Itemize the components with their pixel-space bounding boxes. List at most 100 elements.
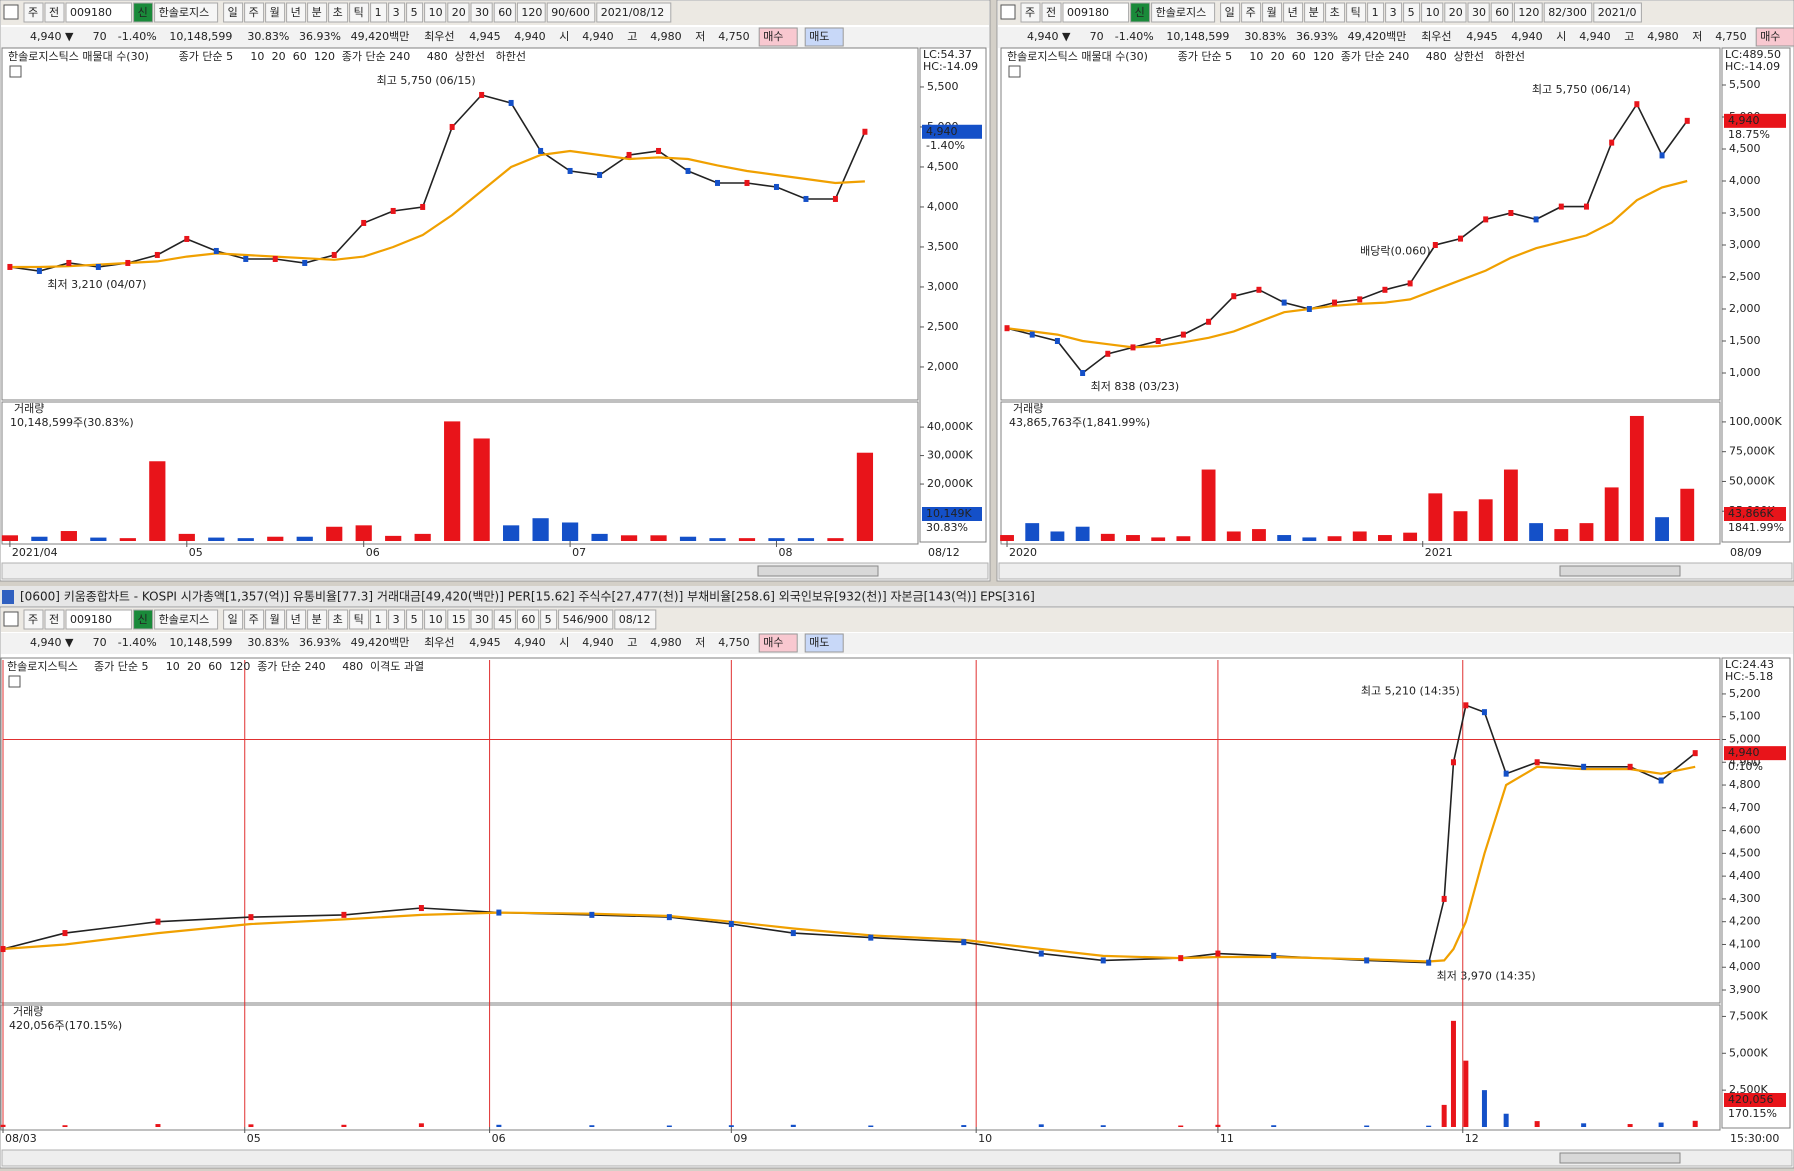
toolbar-label[interactable]: 초 (333, 6, 343, 19)
toolbar-button[interactable] (1367, 2, 1385, 23)
toolbar-label[interactable]: 3 (393, 613, 400, 626)
toolbar-label[interactable]: 년 (291, 6, 301, 19)
toolbar-label[interactable]: 분 (312, 613, 322, 626)
toolbar-label[interactable]: 주 (1246, 6, 1256, 19)
toolbar-label[interactable]: 월 (270, 6, 280, 19)
toolbar-label[interactable]: 틱 (354, 613, 364, 626)
toolbar-button[interactable] (133, 609, 154, 630)
toolbar-label[interactable]: 1 (375, 6, 382, 19)
buy-button[interactable] (1755, 27, 1794, 47)
toolbar-label[interactable]: 일 (1225, 5, 1235, 19)
toolbar-label[interactable]: 5 (1408, 6, 1415, 19)
toolbar-label[interactable]: 주 (249, 6, 259, 19)
toolbar-label[interactable]: 20 (452, 6, 466, 19)
toolbar-button[interactable] (424, 2, 447, 23)
indicator-icon[interactable] (8, 675, 21, 688)
indicator-icon[interactable] (9, 65, 22, 78)
toolbar-button[interactable] (1403, 2, 1421, 23)
toolbar-button[interactable] (1262, 2, 1283, 23)
toolbar-button[interactable] (406, 609, 424, 630)
toolbar-button[interactable] (1593, 2, 1642, 23)
scroll-bar[interactable] (1, 562, 989, 580)
toolbar-label[interactable]: 월 (1267, 6, 1277, 19)
toolbar-button[interactable] (65, 609, 133, 630)
toolbar-button[interactable] (470, 2, 493, 23)
toolbar-button[interactable] (286, 2, 307, 23)
toolbar-label[interactable]: 3 (1390, 6, 1397, 19)
toolbar-label[interactable]: 주 (28, 613, 38, 626)
toolbar-label[interactable]: 일 (228, 5, 238, 19)
toolbar-button[interactable] (1467, 2, 1490, 23)
toolbar-button[interactable] (1041, 2, 1062, 23)
toolbar-label[interactable]: 초 (333, 613, 343, 626)
toolbar-label[interactable]: 분 (312, 6, 322, 19)
toolbar-button[interactable] (1444, 2, 1467, 23)
sell-button[interactable] (804, 633, 844, 653)
toolbar-label[interactable]: 60 (498, 6, 512, 19)
toolbar-label[interactable]: 009180 (70, 6, 112, 19)
toolbar-label[interactable]: 5 (545, 613, 552, 626)
toolbar-label[interactable]: 2021/08/12 (601, 6, 664, 19)
toolbar-label[interactable]: 전 (49, 6, 59, 19)
toolbar-button[interactable] (1020, 2, 1041, 23)
toolbar-label[interactable]: 분 (1309, 6, 1319, 19)
toolbar-button[interactable] (349, 2, 370, 23)
toolbar-button[interactable] (470, 609, 493, 630)
toolbar-button[interactable] (1220, 2, 1241, 23)
toolbar-label[interactable]: 주 (1025, 6, 1035, 19)
toolbar-button[interactable] (1062, 2, 1130, 23)
toolbar-button[interactable] (328, 609, 349, 630)
toolbar-label[interactable]: 90/600 (551, 6, 590, 19)
scroll-thumb[interactable] (1559, 565, 1681, 577)
toolbar-button[interactable] (244, 609, 265, 630)
toolbar-label[interactable]: 한솔로지스 (159, 6, 210, 19)
toolbar-label[interactable]: 틱 (1351, 6, 1361, 19)
toolbar-label[interactable]: 60 (1495, 6, 1509, 19)
toolbar-label[interactable]: 5 (411, 613, 418, 626)
toolbar-label[interactable]: 20 (1449, 6, 1463, 19)
scroll-thumb[interactable] (757, 565, 879, 577)
toolbar-label[interactable]: 신 (138, 6, 148, 19)
toolbar-button[interactable] (265, 609, 286, 630)
sell-button[interactable] (804, 27, 844, 47)
toolbar-label[interactable]: 5 (411, 6, 418, 19)
toolbar-button[interactable] (516, 2, 546, 23)
toolbar-button[interactable] (540, 609, 558, 630)
toolbar-button[interactable] (307, 2, 328, 23)
toolbar-button[interactable] (447, 2, 470, 23)
indicator-icon[interactable] (1008, 65, 1021, 78)
toolbar-button[interactable] (44, 609, 65, 630)
menu-icon[interactable] (3, 4, 19, 20)
toolbar-label[interactable]: 45 (498, 613, 512, 626)
toolbar-button[interactable] (23, 609, 44, 630)
menu-icon[interactable] (3, 611, 19, 627)
info-text[interactable]: 매수 (763, 636, 783, 649)
toolbar-button[interactable] (596, 2, 672, 23)
toolbar-button[interactable] (388, 2, 406, 23)
toolbar-button[interactable] (1543, 2, 1593, 23)
toolbar-button[interactable] (1304, 2, 1325, 23)
toolbar-button[interactable] (1385, 2, 1403, 23)
toolbar-button[interactable] (154, 2, 219, 23)
toolbar-label[interactable]: 10 (1426, 6, 1440, 19)
menu-icon[interactable] (1000, 4, 1016, 20)
toolbar-label[interactable]: 신 (1135, 6, 1145, 19)
toolbar-button[interactable] (1151, 2, 1216, 23)
toolbar-button[interactable] (154, 609, 219, 630)
toolbar-label[interactable]: 3 (393, 6, 400, 19)
toolbar-button[interactable] (223, 609, 244, 630)
toolbar-button[interactable] (370, 609, 388, 630)
toolbar-label[interactable]: 009180 (70, 613, 112, 626)
toolbar-button[interactable] (349, 609, 370, 630)
toolbar-label[interactable]: 한솔로지스 (159, 613, 210, 626)
toolbar-button[interactable] (223, 2, 244, 23)
toolbar-button[interactable] (1241, 2, 1262, 23)
toolbar-button[interactable] (493, 2, 516, 23)
buy-button[interactable] (758, 633, 798, 653)
toolbar-label[interactable]: 10 (429, 613, 443, 626)
toolbar-button[interactable] (406, 2, 424, 23)
toolbar-button[interactable] (1513, 2, 1543, 23)
toolbar-button[interactable] (388, 609, 406, 630)
toolbar-label[interactable]: 30 (475, 613, 489, 626)
toolbar-label[interactable]: 10 (429, 6, 443, 19)
